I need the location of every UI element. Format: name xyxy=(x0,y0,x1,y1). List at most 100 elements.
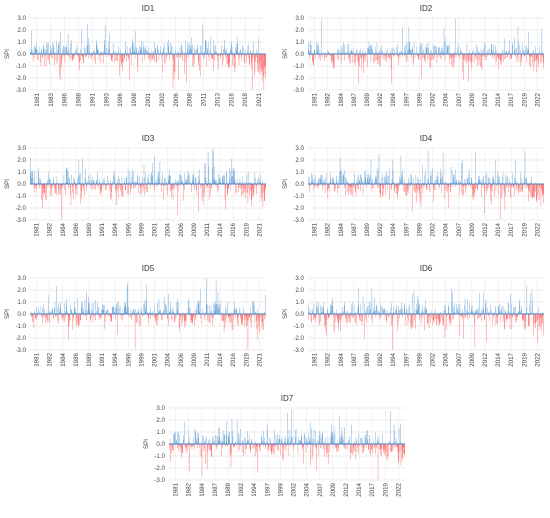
chart-title: ID6 xyxy=(420,264,433,273)
x-tick-label: 1981 xyxy=(34,92,41,106)
x-tick-label: 2009 xyxy=(191,222,198,236)
y-tick-label: -1.0 xyxy=(293,63,304,70)
x-tick-label: 2007 xyxy=(456,222,463,236)
x-tick-label: 1994 xyxy=(390,352,397,366)
y-tick-label: 0.0 xyxy=(295,51,304,58)
x-tick-label: 2006 xyxy=(173,92,180,106)
x-tick-label: 2016 xyxy=(230,352,237,366)
x-tick-label: 1984 xyxy=(60,222,67,236)
x-tick-label: 1986 xyxy=(73,222,80,236)
x-tick-label: 1982 xyxy=(186,482,193,496)
y-tick-label: -2.0 xyxy=(293,335,304,342)
y-tick-label: 0.0 xyxy=(17,181,26,188)
x-tick-label: 1984 xyxy=(60,352,67,366)
x-tick-label: 2006 xyxy=(178,352,185,366)
y-tick-label: -3.0 xyxy=(293,347,304,354)
x-tick-label: 1981 xyxy=(312,352,319,366)
y-tick-label: 2.0 xyxy=(295,157,304,164)
x-tick-label: 2004 xyxy=(443,222,450,236)
x-tick-label: 1987 xyxy=(351,352,358,366)
x-tick-label: 1981 xyxy=(34,222,41,236)
x-tick-label: 2009 xyxy=(330,482,337,496)
y-tick-label: 0.0 xyxy=(295,181,304,188)
y-tick-label: 2.0 xyxy=(295,27,304,34)
x-tick-label: 1997 xyxy=(264,482,271,496)
y-tick-label: -3.0 xyxy=(293,87,304,94)
y-tick-label: 0.0 xyxy=(17,51,26,58)
x-tick-label: 2009 xyxy=(469,222,476,236)
y-tick-label: 3.0 xyxy=(17,15,26,22)
x-tick-label: 2008 xyxy=(187,92,194,106)
y-tick-label: -2.0 xyxy=(293,75,304,82)
chart-panel-id4: ID4 3.0 2.0 1.0 0.0 -1.0 -2.0 -3.0 SPI 1981 1982 19… xyxy=(282,134,544,237)
x-tick-label: 1999 xyxy=(416,222,423,236)
x-tick-label: 2014 xyxy=(495,92,502,106)
x-tick-label: 2011 xyxy=(204,222,211,236)
x-tick-label: 1999 xyxy=(138,222,145,236)
x-tick-label: 2006 xyxy=(178,222,185,236)
x-tick-label: 1989 xyxy=(364,92,371,106)
x-tick-label: 2016 xyxy=(230,222,237,236)
x-tick-label: 2012 xyxy=(482,222,489,236)
x-tick-label: 2012 xyxy=(343,482,350,496)
y-axis-label: SPI xyxy=(4,179,11,189)
x-tick-label: 1998 xyxy=(131,92,138,106)
x-tick-label: 1992 xyxy=(377,352,384,366)
chart-panel-id3: ID3 3.0 2.0 1.0 0.0 -1.0 -2.0 -3.0 SPI 1981 1982 19… xyxy=(4,134,266,237)
y-tick-label: 1.0 xyxy=(17,39,26,46)
x-tick-label: 2004 xyxy=(165,222,172,236)
x-tick-label: 1984 xyxy=(338,222,345,236)
bar-series xyxy=(169,410,405,480)
y-tick-label: -2.0 xyxy=(154,465,165,472)
y-tick-label: 3.0 xyxy=(295,15,304,22)
x-tick-label: 2021 xyxy=(256,222,263,236)
y-tick-label: 3.0 xyxy=(156,405,165,412)
x-tick-label: 2022 xyxy=(534,92,541,106)
y-tick-label: 3.0 xyxy=(17,275,26,282)
x-tick-label: 1982 xyxy=(47,352,54,366)
x-tick-label: 1996 xyxy=(125,222,132,236)
bar-series xyxy=(30,148,266,220)
x-tick-label: 2017 xyxy=(508,352,515,366)
y-tick-label: -1.0 xyxy=(293,323,304,330)
chart-panel-id2: ID2 3.0 2.0 1.0 0.0 -1.0 -2.0 -3.0 SPI 1981 1982 19… xyxy=(282,4,544,107)
x-tick-label: 1981 xyxy=(312,222,319,236)
y-axis-label: SPI xyxy=(282,179,289,189)
x-tick-label: 1997 xyxy=(403,222,410,236)
x-tick-label: 1991 xyxy=(89,92,96,106)
y-tick-label: 3.0 xyxy=(17,145,26,152)
x-tick-label: 2017 xyxy=(508,222,515,236)
x-tick-label: 2003 xyxy=(159,92,166,106)
x-tick-label: 2009 xyxy=(469,352,476,366)
chart-title: ID4 xyxy=(420,134,433,143)
y-tick-label: 2.0 xyxy=(17,157,26,164)
x-tick-label: 1982 xyxy=(325,92,332,106)
y-tick-label: 2.0 xyxy=(295,287,304,294)
y-tick-label: 2.0 xyxy=(156,417,165,424)
x-tick-label: 2002 xyxy=(430,92,437,106)
x-tick-label: 2004 xyxy=(443,92,450,106)
y-tick-label: 1.0 xyxy=(17,169,26,176)
x-tick-label: 2022 xyxy=(534,222,541,236)
chart-title: ID7 xyxy=(281,394,294,403)
y-axis-label: SPI xyxy=(4,309,11,319)
y-axis-label: SPI xyxy=(282,309,289,319)
y-tick-label: -3.0 xyxy=(15,87,26,94)
x-tick-label: 1994 xyxy=(112,222,119,236)
x-tick-label: 1982 xyxy=(47,222,54,236)
x-tick-label: 2007 xyxy=(456,92,463,106)
y-tick-label: 1.0 xyxy=(295,299,304,306)
x-tick-label: 1999 xyxy=(277,482,284,496)
chart-panel-id7: ID7 3.0 2.0 1.0 0.0 -1.0 -2.0 -3.0 SPI 1981 1982 19… xyxy=(143,394,405,497)
x-tick-label: 2019 xyxy=(521,352,528,366)
chart-panel-id5: ID5 3.0 2.0 1.0 0.0 -1.0 -2.0 -3.0 SPI 1981 1982 19… xyxy=(4,264,266,367)
x-tick-label: 2019 xyxy=(243,222,250,236)
x-tick-label: 2019 xyxy=(243,352,250,366)
x-tick-label: 2012 xyxy=(482,352,489,366)
x-tick-label: 2016 xyxy=(228,92,235,106)
x-tick-label: 2002 xyxy=(430,352,437,366)
bar-series xyxy=(308,285,544,350)
x-tick-label: 2013 xyxy=(214,92,221,106)
y-axis-label: SPI xyxy=(282,49,289,59)
